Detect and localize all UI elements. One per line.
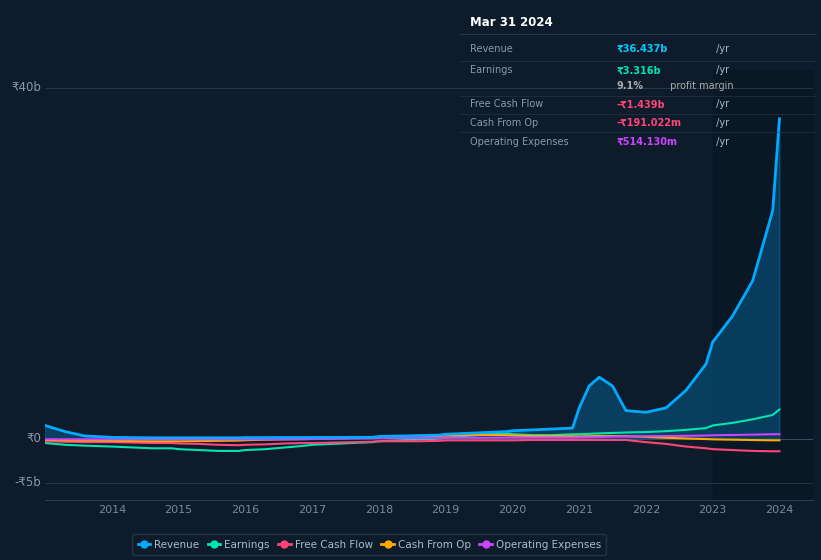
Text: ₹40b: ₹40b [11, 81, 41, 94]
Legend: Revenue, Earnings, Free Cash Flow, Cash From Op, Operating Expenses: Revenue, Earnings, Free Cash Flow, Cash … [132, 534, 607, 555]
Text: Revenue: Revenue [470, 44, 513, 54]
Text: Mar 31 2024: Mar 31 2024 [470, 16, 553, 29]
Text: ₹514.130m: ₹514.130m [617, 137, 678, 147]
Text: -₹5b: -₹5b [14, 476, 41, 489]
Text: /yr: /yr [713, 100, 729, 109]
Text: /yr: /yr [713, 66, 729, 76]
Text: -₹1.439b: -₹1.439b [617, 100, 666, 109]
Text: /yr: /yr [713, 118, 729, 128]
Text: 9.1%: 9.1% [617, 81, 644, 91]
Text: ₹36.437b: ₹36.437b [617, 44, 668, 54]
Bar [713, 70, 813, 500]
Text: ₹3.316b: ₹3.316b [617, 66, 662, 76]
Text: Operating Expenses: Operating Expenses [470, 137, 569, 147]
Text: profit margin: profit margin [667, 81, 733, 91]
Text: Free Cash Flow: Free Cash Flow [470, 100, 544, 109]
Text: Cash From Op: Cash From Op [470, 118, 539, 128]
Text: ₹0: ₹0 [26, 432, 41, 445]
Text: /yr: /yr [713, 44, 729, 54]
Text: /yr: /yr [713, 137, 729, 147]
Text: Earnings: Earnings [470, 66, 513, 76]
Text: -₹191.022m: -₹191.022m [617, 118, 682, 128]
